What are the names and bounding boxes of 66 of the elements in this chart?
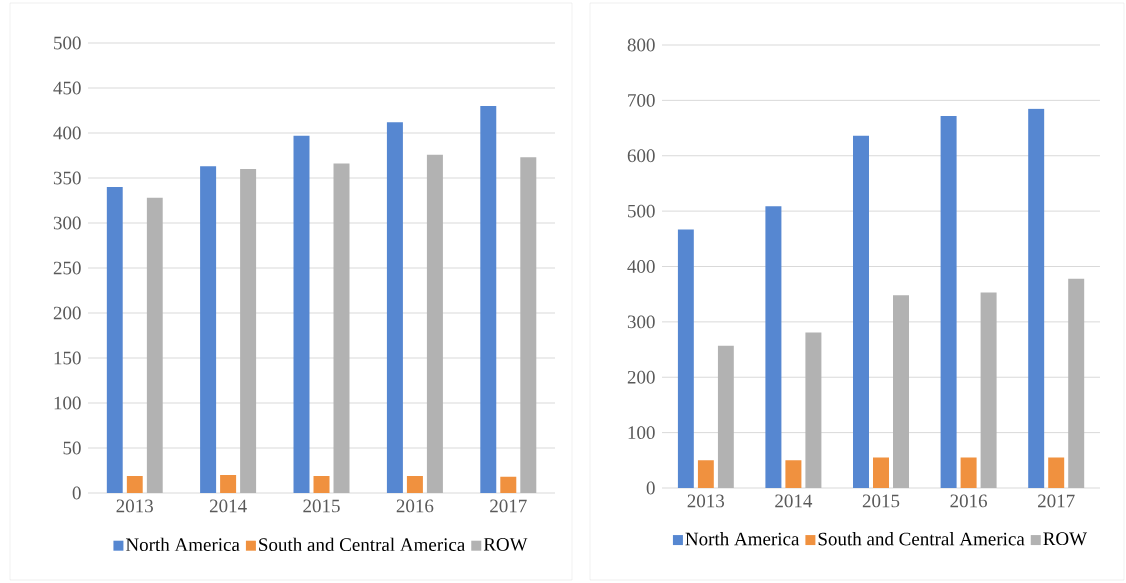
- bar: [960, 457, 977, 488]
- x-tick-label: 2016: [396, 499, 434, 513]
- y-tick-label: 150: [54, 351, 81, 365]
- y-tick-label: 0: [72, 486, 81, 500]
- bar: [386, 122, 403, 493]
- bar: [697, 460, 714, 488]
- y-tick-label: 300: [53, 216, 81, 230]
- bar: [240, 168, 257, 493]
- y-tick-label: 200: [627, 370, 655, 384]
- bar: [873, 457, 889, 488]
- bar: [146, 197, 163, 493]
- bar: [220, 474, 237, 493]
- x-tick-label: 2013: [687, 494, 725, 508]
- bar: [426, 154, 443, 493]
- bar: [126, 475, 143, 493]
- x-tick-label: 2015: [862, 494, 900, 508]
- y-tick-label: 200: [53, 306, 81, 320]
- y-tick-label: 350: [53, 171, 81, 185]
- bar: [853, 135, 869, 488]
- bar: [1068, 278, 1085, 488]
- y-tick-label: 450: [53, 81, 81, 95]
- bar: [313, 475, 330, 493]
- legend-label: North America: [685, 532, 800, 546]
- y-tick-label: 0: [646, 481, 655, 495]
- bar: [677, 229, 694, 488]
- y-tick-label: 50: [63, 441, 81, 455]
- legend-label: North America: [125, 537, 240, 552]
- x-tick-label: 2016: [950, 494, 988, 508]
- bar: [717, 345, 734, 488]
- legend-label: South and Central America: [818, 532, 1025, 546]
- bar: [1048, 457, 1065, 488]
- bar: [893, 295, 909, 488]
- bar: [765, 206, 782, 488]
- bar: [480, 105, 497, 493]
- x-tick-label: 2013: [116, 499, 153, 513]
- y-tick-label: 100: [54, 396, 81, 410]
- bar: [785, 460, 802, 488]
- x-tick-label: 2014: [209, 499, 247, 513]
- y-tick-label: 500: [628, 204, 655, 218]
- y-tick-label: 600: [627, 149, 655, 163]
- y-tick-label: 500: [54, 36, 81, 50]
- x-tick-label: 2015: [303, 499, 340, 513]
- bar: [520, 157, 537, 493]
- x-tick-label: 2017: [1038, 494, 1075, 508]
- y-tick-label: 400: [627, 260, 655, 273]
- y-tick-label: 400: [53, 126, 81, 140]
- bar: [980, 292, 997, 488]
- x-tick-label: 2017: [490, 499, 527, 513]
- bar: [106, 186, 123, 493]
- legend-label: ROW: [483, 537, 528, 551]
- y-tick-label: 800: [627, 38, 655, 52]
- legend-label: ROW: [1043, 532, 1088, 546]
- y-tick-label: 300: [627, 315, 655, 329]
- bar: [406, 475, 423, 493]
- y-tick-label: 100: [628, 426, 655, 440]
- legend-label: South and Central America: [259, 537, 466, 552]
- bar: [333, 163, 350, 493]
- bar: [805, 332, 822, 488]
- y-tick-label: 700: [628, 93, 655, 107]
- x-tick-label: 2014: [775, 494, 813, 508]
- y-tick-label: 250: [53, 261, 81, 275]
- bar: [200, 166, 217, 493]
- bar: [1028, 108, 1045, 488]
- bar: [500, 476, 517, 493]
- bar: [293, 135, 310, 493]
- bar: [940, 115, 957, 488]
